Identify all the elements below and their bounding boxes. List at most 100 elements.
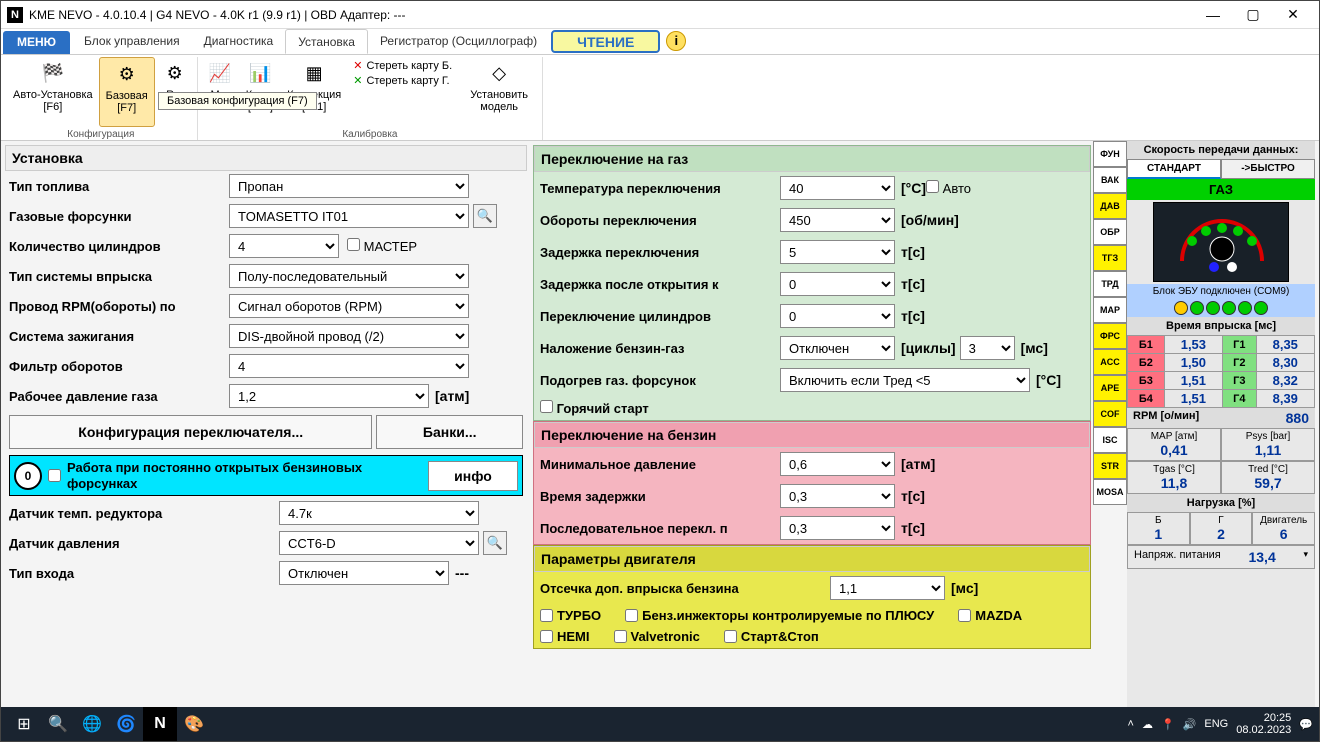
gas-heat-select[interactable]: Включить если Тред <5 xyxy=(780,368,1030,392)
tray-cloud-icon[interactable]: ☁ xyxy=(1142,718,1153,731)
maximize-button[interactable]: ▢ xyxy=(1233,1,1273,29)
hot-start-checkbox[interactable] xyxy=(540,400,553,413)
engine-chk-valvetronic[interactable] xyxy=(614,630,627,643)
tray-clock[interactable]: 20:2508.02.2023 xyxy=(1236,712,1291,736)
petrol-min-press-select[interactable]: 0,6 xyxy=(780,452,895,476)
injectors-select[interactable]: TOMASETTO IT01 xyxy=(229,204,469,228)
petrol-delay-select[interactable]: 0,3 xyxy=(780,484,895,508)
minimize-button[interactable]: — xyxy=(1193,1,1233,29)
edge-icon[interactable]: 🌀 xyxy=(109,707,143,741)
gas-temp-auto-checkbox[interactable] xyxy=(926,180,939,193)
temp-sensor-select[interactable]: 4.7к xyxy=(279,501,479,525)
open-injector-mode-box: 0 Работа при постоянно открытых бензинов… xyxy=(9,455,523,496)
ignition-label: Система зажигания xyxy=(9,329,229,344)
side-tab-тгз[interactable]: ТГЗ xyxy=(1093,245,1127,271)
engine-chk-mazda[interactable] xyxy=(958,609,971,622)
gauge-widget xyxy=(1153,202,1289,282)
open-inj-checkbox[interactable] xyxy=(48,469,61,482)
ribbon-base-config[interactable]: ⚙ Базовая [F7] xyxy=(99,57,155,127)
nevo-icon[interactable]: N xyxy=(143,707,177,741)
engine-chk-бенз.инжекторы контролируемые по плюсу[interactable] xyxy=(625,609,638,622)
open-inj-info-button[interactable]: инфо xyxy=(428,461,518,491)
side-tab-вак[interactable]: ВАК xyxy=(1093,167,1127,193)
side-tab-ape[interactable]: APE xyxy=(1093,375,1127,401)
engine-chk-hemi[interactable] xyxy=(540,630,553,643)
rpm-filter-select[interactable]: 4 xyxy=(229,354,469,378)
start-button[interactable]: ⊞ xyxy=(7,707,41,741)
inj-sys-select[interactable]: Полу-последовательный xyxy=(229,264,469,288)
gas-overlap-select[interactable]: Отключен xyxy=(780,336,895,360)
gear-icon: ⚙ xyxy=(161,59,189,87)
gas-overlap-ms-select[interactable]: 3 xyxy=(960,336,1015,360)
tray-notifications-icon[interactable]: 💬 xyxy=(1299,718,1313,731)
gas-temp-select[interactable]: 40 xyxy=(780,176,895,200)
rpm-wire-select[interactable]: Сигнал оборотов (RPM) xyxy=(229,294,469,318)
ribbon-erase-b[interactable]: ✕Стереть карту Б. xyxy=(353,59,452,72)
gas-rpm-select[interactable]: 450 xyxy=(780,208,895,232)
petrol-switch-head: Переключение на бензин xyxy=(534,422,1090,448)
side-tab-фрс[interactable]: ФРС xyxy=(1093,323,1127,349)
chrome-icon[interactable]: 🌐 xyxy=(75,707,109,741)
info-icon[interactable]: i xyxy=(666,31,686,51)
fuel-type-select[interactable]: Пропан xyxy=(229,174,469,198)
ribbon-set-model[interactable]: ◇ Установить модель xyxy=(458,57,540,127)
side-tab-cof[interactable]: COF xyxy=(1093,401,1127,427)
app-logo: N xyxy=(7,7,23,23)
side-tab-isc[interactable]: ISC xyxy=(1093,427,1127,453)
engine-cutoff-select[interactable]: 1,1 xyxy=(830,576,945,600)
tray-lang[interactable]: ENG xyxy=(1204,718,1228,730)
side-tab-дав[interactable]: ДАВ xyxy=(1093,193,1127,219)
side-tab-acc[interactable]: ACC xyxy=(1093,349,1127,375)
search-press-button[interactable]: 🔍 xyxy=(483,531,507,555)
side-tab-mosa[interactable]: MOSA xyxy=(1093,479,1127,505)
map-icon: 📊 xyxy=(246,59,274,87)
gas-delay-open-select[interactable]: 0 xyxy=(780,272,895,296)
work-press-select[interactable]: 1,2 xyxy=(229,384,429,408)
right-panel: Скорость передачи данных: СТАНДАРТ ->БЫС… xyxy=(1127,141,1315,707)
paint-icon[interactable]: 🎨 xyxy=(177,707,211,741)
speed-fast-button[interactable]: ->БЫСТРО xyxy=(1221,159,1315,179)
chart-icon: 📈 xyxy=(206,59,234,87)
read-button[interactable]: ЧТЕНИЕ xyxy=(551,30,660,53)
search-injector-button[interactable]: 🔍 xyxy=(473,204,497,228)
tray-up-icon[interactable]: ˄ xyxy=(1128,718,1134,730)
inj-sys-label: Тип системы впрыска xyxy=(9,269,229,284)
ribbon-group-config: Конфигурация xyxy=(7,127,195,140)
ribbon-auto-setup[interactable]: 🏁 Авто-Установка [F6] xyxy=(7,57,99,127)
temp-sensor-label: Датчик темп. редуктора xyxy=(9,506,279,521)
side-tab-str[interactable]: STR xyxy=(1093,453,1127,479)
taskbar: ⊞ 🔍 🌐 🌀 N 🎨 ˄ ☁ 📍 🔊 ENG 20:2508.02.2023 … xyxy=(1,707,1319,741)
engine-chk-турбо[interactable] xyxy=(540,609,553,622)
injectors-label: Газовые форсунки xyxy=(9,209,229,224)
close-button[interactable]: ✕ xyxy=(1273,1,1313,29)
tooltip: Базовая конфигурация (F7) xyxy=(158,92,317,110)
speed-standard-button[interactable]: СТАНДАРТ xyxy=(1127,159,1221,179)
search-icon[interactable]: 🔍 xyxy=(41,707,75,741)
titlebar: N KME NEVO - 4.0.10.4 | G4 NEVO - 4.0K r… xyxy=(1,1,1319,29)
master-checkbox[interactable] xyxy=(347,238,360,251)
gas-cyl-switch-select[interactable]: 0 xyxy=(780,304,895,328)
input-type-select[interactable]: Отключен xyxy=(279,561,449,585)
side-tab-обр[interactable]: ОБР xyxy=(1093,219,1127,245)
petrol-seq-select[interactable]: 0,3 xyxy=(780,516,895,540)
gas-delay-select[interactable]: 5 xyxy=(780,240,895,264)
tab-setup[interactable]: Установка xyxy=(285,29,368,54)
tab-recorder[interactable]: Регистратор (Осциллограф) xyxy=(368,29,549,54)
ignition-select[interactable]: DIS-двойной провод (/2) xyxy=(229,324,469,348)
press-sensor-select[interactable]: CCT6-D xyxy=(279,531,479,555)
cylinders-select[interactable]: 4 xyxy=(229,234,339,258)
switch-config-button[interactable]: Конфигурация переключателя... xyxy=(9,415,372,449)
tray-volume-icon[interactable]: 🔊 xyxy=(1183,718,1197,731)
menu-button[interactable]: МЕНЮ xyxy=(3,31,70,54)
side-tab-трд[interactable]: ТРД xyxy=(1093,271,1127,297)
ribbon-erase-g[interactable]: ✕Стереть карту Г. xyxy=(353,74,452,87)
rpm-filter-label: Фильтр оборотов xyxy=(9,359,229,374)
side-tabs: ФУНВАКДАВОБРТГЗТРДMAPФРСACCAPECOFISCSTRM… xyxy=(1093,141,1127,707)
engine-chk-старт&стоп[interactable] xyxy=(724,630,737,643)
side-tab-фун[interactable]: ФУН xyxy=(1093,141,1127,167)
side-tab-map[interactable]: MAP xyxy=(1093,297,1127,323)
tab-diagnostics[interactable]: Диагностика xyxy=(192,29,286,54)
tab-control-unit[interactable]: Блок управления xyxy=(72,29,192,54)
tray-location-icon[interactable]: 📍 xyxy=(1161,718,1175,731)
banks-button[interactable]: Банки... xyxy=(376,415,523,449)
